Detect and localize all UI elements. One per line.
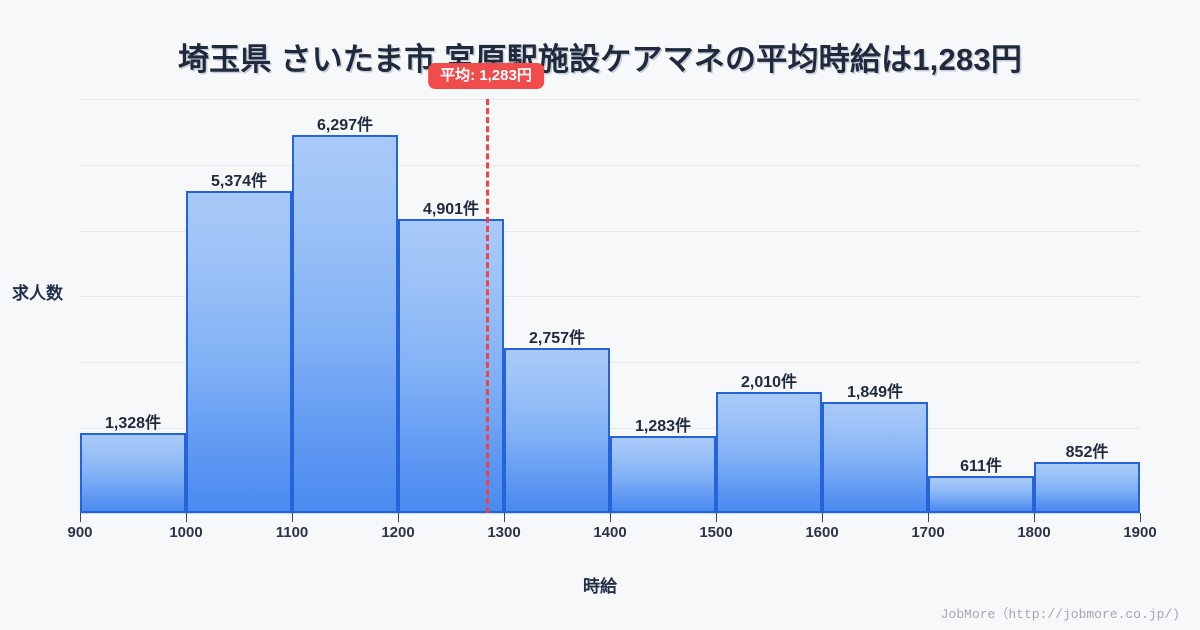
x-axis-tick-label: 1500 <box>699 524 733 541</box>
average-line <box>485 99 489 513</box>
bar-value-label: 2,757件 <box>528 329 586 347</box>
x-axis-tick-label: 1800 <box>1017 524 1051 541</box>
x-axis-tick-label: 1200 <box>381 524 415 541</box>
x-axis-tick-label: 1100 <box>275 524 309 541</box>
bar-value-label: 4,901件 <box>422 200 480 218</box>
x-axis-tick-label: 1700 <box>911 524 945 541</box>
histogram-bar <box>292 135 398 513</box>
histogram-bar <box>186 190 292 513</box>
x-axis-tick <box>928 513 929 522</box>
x-axis-tick <box>186 513 187 522</box>
bar-value-label: 1,283件 <box>634 418 692 436</box>
bar-value-label: 1,849件 <box>846 384 904 402</box>
bar-value-label: 5,374件 <box>210 172 268 190</box>
histogram-bar <box>610 436 716 513</box>
plot-area: 1,328件 5,374件 6,297件 4,901件 2,757件 1,283件 2,01… <box>80 63 1140 513</box>
x-axis-tick-label: 1000 <box>169 524 203 541</box>
x-axis-tick-label: 1600 <box>805 524 839 541</box>
x-axis-tick <box>610 513 611 522</box>
page-title: 埼玉県 さいたま市 宮原駅施設ケアマネの平均時給は1,283円 <box>177 42 1023 77</box>
bar-value-label: 1,328件 <box>104 415 162 433</box>
histogram-bar <box>928 476 1034 513</box>
bar-value-label: 852件 <box>1065 443 1109 461</box>
histogram-bar <box>1034 461 1140 513</box>
x-axis-tick <box>292 513 293 522</box>
histogram-bar <box>504 347 610 513</box>
x-axis-tick-label: 900 <box>67 524 93 541</box>
footer-attribution: JobMore（http://jobmore.co.jp/) <box>940 607 1180 622</box>
x-axis-tick <box>1034 513 1035 522</box>
histogram-bar <box>822 402 928 513</box>
x-axis-tick-label: 1400 <box>593 524 627 541</box>
bar-value-label: 6,297件 <box>316 117 374 135</box>
x-axis-tick <box>1140 513 1141 522</box>
x-axis-tick-label: 1900 <box>1123 524 1157 541</box>
x-axis-tick-label: 1300 <box>487 524 521 541</box>
x-axis-label: 時給 <box>583 577 617 596</box>
x-axis-tick <box>822 513 823 522</box>
x-axis-tick <box>80 513 81 522</box>
average-badge: 平均: 1,283円 <box>428 63 544 90</box>
x-axis-tick <box>504 513 505 522</box>
x-axis-tick <box>716 513 717 522</box>
histogram-bar <box>716 392 822 513</box>
x-axis-tick <box>398 513 399 522</box>
bar-value-label: 2,010件 <box>740 374 798 392</box>
bar-value-label: 611件 <box>960 458 1002 476</box>
histogram-bars: 1,328件 5,374件 6,297件 4,901件 2,757件 1,283件 2,01… <box>80 99 1140 513</box>
histogram-bar <box>80 433 186 513</box>
y-axis-label: 求人数 <box>12 284 63 303</box>
